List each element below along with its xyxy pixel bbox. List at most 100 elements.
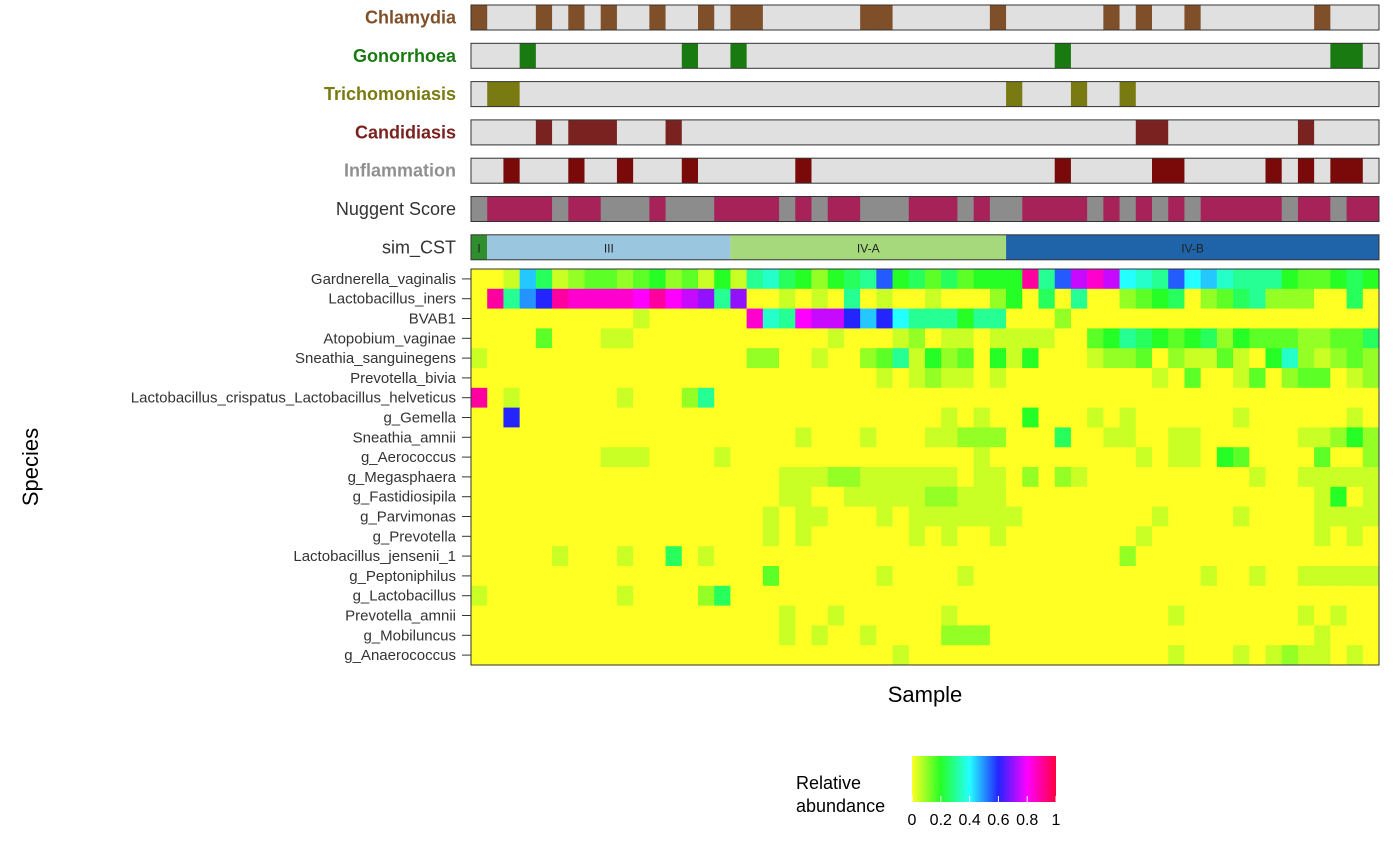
heatmap-cell — [1314, 506, 1331, 527]
heatmap-cell — [487, 407, 504, 428]
heatmap-cell — [762, 645, 780, 666]
track-cell — [1297, 158, 1315, 184]
heatmap-cell — [1103, 348, 1120, 369]
track-cell — [746, 158, 764, 184]
track-cell — [1346, 81, 1364, 107]
heatmap-cell — [1346, 427, 1364, 448]
heatmap-cell — [1200, 308, 1218, 329]
species-label: g_Lactobacillus — [353, 588, 456, 605]
heatmap-cell — [860, 605, 877, 626]
heatmap-cell — [1362, 625, 1380, 646]
heatmap-cell — [568, 486, 585, 507]
heatmap-cell — [568, 387, 585, 408]
track-cell — [795, 158, 812, 184]
heatmap-cell — [1135, 427, 1153, 448]
heatmap-cell — [1152, 269, 1169, 290]
heatmap-cell — [1103, 486, 1120, 507]
heatmap-cell — [1249, 328, 1266, 349]
heatmap-cell — [616, 427, 634, 448]
heatmap-cell — [1103, 269, 1120, 290]
track-cell — [811, 119, 829, 145]
heatmap-cell — [1006, 506, 1023, 527]
heatmap-cell — [1314, 308, 1331, 329]
track-cell — [1200, 81, 1218, 107]
heatmap-cell — [1087, 269, 1104, 290]
track-cell — [503, 5, 521, 30]
heatmap-cell — [698, 288, 715, 309]
heatmap-cell — [568, 368, 585, 389]
heatmap-cell — [843, 486, 861, 507]
nuggent-cell — [1281, 196, 1299, 222]
heatmap-cell — [1168, 605, 1185, 626]
heatmap-cell — [1103, 566, 1120, 587]
nuggent-cell — [616, 196, 634, 222]
heatmap-cell — [1152, 348, 1169, 369]
track-cell — [1249, 43, 1266, 69]
heatmap-cell — [535, 348, 553, 369]
heatmap-cell — [535, 486, 553, 507]
heatmap-cell — [600, 308, 618, 329]
heatmap-cell — [1330, 427, 1347, 448]
track-cell — [681, 81, 699, 107]
heatmap-cell — [487, 467, 504, 488]
track-cell — [795, 43, 812, 69]
heatmap-cell — [795, 486, 812, 507]
track-cell — [1087, 5, 1104, 30]
heatmap-cell — [941, 288, 958, 309]
track-cell — [487, 158, 504, 184]
heatmap-cell — [584, 368, 602, 389]
cst-group-label: IV-B — [1181, 241, 1204, 255]
heatmap-cell — [633, 387, 650, 408]
track-cell — [698, 81, 715, 107]
track-cell — [1006, 43, 1023, 69]
heatmap-cell — [1135, 387, 1153, 408]
heatmap-cell — [762, 368, 780, 389]
heatmap-cell — [860, 566, 877, 587]
heatmap-cell — [1233, 288, 1250, 309]
heatmap-cell — [1038, 526, 1056, 547]
heatmap-cell — [633, 407, 650, 428]
heatmap-cell — [1054, 605, 1072, 626]
track-cell — [633, 43, 650, 69]
heatmap-cell — [471, 407, 488, 428]
heatmap-cell — [827, 486, 845, 507]
track-cell — [600, 119, 618, 145]
heatmap-cell — [698, 308, 715, 329]
heatmap-cell — [1184, 288, 1202, 309]
heatmap-cell — [1297, 625, 1315, 646]
track-cell — [1006, 119, 1023, 145]
track-cell — [1362, 43, 1380, 69]
heatmap-cell — [860, 427, 877, 448]
heatmap-cell — [616, 368, 634, 389]
heatmap-cell — [471, 387, 488, 408]
heatmap-cell — [681, 526, 699, 547]
track-cell — [1184, 81, 1202, 107]
heatmap-cell — [1330, 546, 1347, 567]
species-label: g_Parvimonas — [360, 509, 456, 526]
heatmap-cell — [730, 348, 748, 369]
heatmap-cell — [1006, 348, 1023, 369]
heatmap-cell — [535, 645, 553, 666]
heatmap-cell — [1103, 645, 1120, 666]
heatmap-cell — [1087, 407, 1104, 428]
heatmap-cell — [471, 467, 488, 488]
heatmap-cell — [1022, 585, 1039, 606]
heatmap-cell — [503, 288, 521, 309]
heatmap-cell — [649, 348, 666, 369]
heatmap-cell — [714, 288, 731, 309]
heatmap-cell — [1022, 447, 1039, 468]
track-cell — [811, 158, 829, 184]
heatmap-cell — [1103, 387, 1120, 408]
colorbar-tick-label: 0.6 — [987, 812, 1009, 829]
heatmap-cell — [925, 427, 942, 448]
nuggent-cell — [1054, 196, 1072, 222]
track-cell — [941, 81, 958, 107]
heatmap-cell — [1087, 328, 1104, 349]
heatmap-cell — [1249, 645, 1266, 666]
heatmap-cell — [1200, 447, 1218, 468]
heatmap-cell — [1265, 566, 1283, 587]
heatmap-cell — [843, 269, 861, 290]
species-label: g_Anaerococcus — [344, 647, 456, 664]
heatmap-cell — [649, 566, 666, 587]
heatmap-cell — [941, 387, 958, 408]
